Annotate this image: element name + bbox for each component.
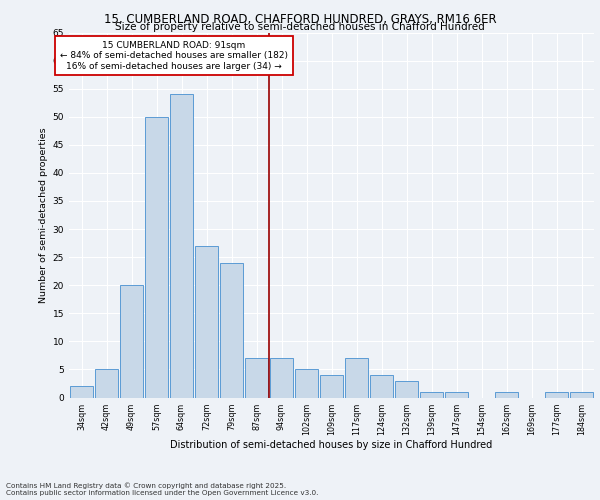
Bar xyxy=(194,246,218,398)
Bar xyxy=(419,392,443,398)
Bar xyxy=(70,386,94,398)
Bar xyxy=(119,285,143,398)
Bar xyxy=(220,262,244,398)
Bar xyxy=(95,370,118,398)
Text: Contains HM Land Registry data © Crown copyright and database right 2025.: Contains HM Land Registry data © Crown c… xyxy=(6,482,286,489)
X-axis label: Distribution of semi-detached houses by size in Chafford Hundred: Distribution of semi-detached houses by … xyxy=(170,440,493,450)
Bar xyxy=(445,392,469,398)
Bar xyxy=(494,392,518,398)
Text: 15 CUMBERLAND ROAD: 91sqm
← 84% of semi-detached houses are smaller (182)
16% of: 15 CUMBERLAND ROAD: 91sqm ← 84% of semi-… xyxy=(60,41,288,70)
Bar xyxy=(545,392,568,398)
Text: Contains public sector information licensed under the Open Government Licence v3: Contains public sector information licen… xyxy=(6,490,319,496)
Bar xyxy=(170,94,193,398)
Bar xyxy=(269,358,293,398)
Bar xyxy=(569,392,593,398)
Text: Size of property relative to semi-detached houses in Chafford Hundred: Size of property relative to semi-detach… xyxy=(115,22,485,32)
Bar xyxy=(295,370,319,398)
Bar xyxy=(370,375,394,398)
Bar xyxy=(245,358,268,398)
Y-axis label: Number of semi-detached properties: Number of semi-detached properties xyxy=(40,127,49,303)
Bar xyxy=(145,116,169,398)
Text: 15, CUMBERLAND ROAD, CHAFFORD HUNDRED, GRAYS, RM16 6ER: 15, CUMBERLAND ROAD, CHAFFORD HUNDRED, G… xyxy=(104,12,496,26)
Bar xyxy=(320,375,343,398)
Bar xyxy=(344,358,368,398)
Bar xyxy=(395,380,418,398)
